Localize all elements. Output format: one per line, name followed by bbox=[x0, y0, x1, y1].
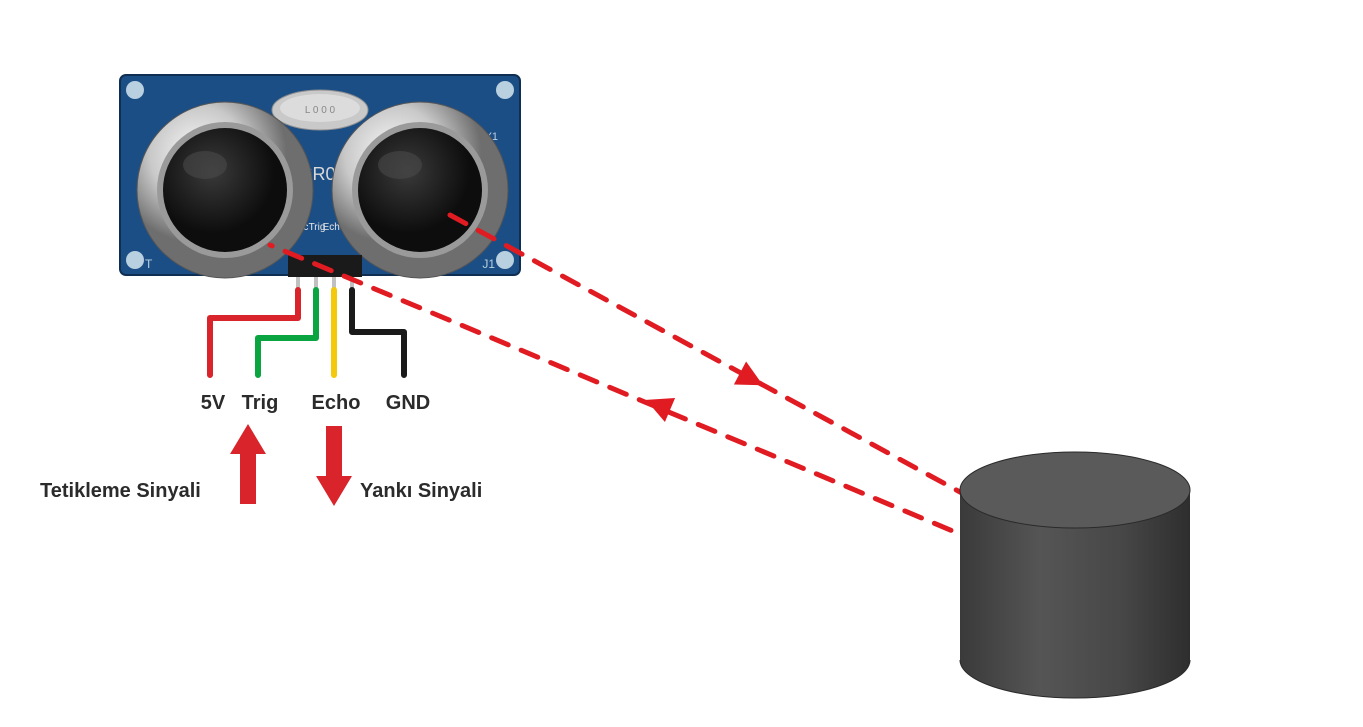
sensor-module: L 0 0 0 -SR04 T J1 Y1 Vcc Trig Echo GND bbox=[120, 75, 520, 291]
diagram-svg: L 0 0 0 -SR04 T J1 Y1 Vcc Trig Echo GND bbox=[0, 0, 1363, 727]
pcb-hole bbox=[126, 251, 144, 269]
wire-trig bbox=[258, 290, 316, 375]
pin-label-echo: Echo bbox=[306, 392, 366, 415]
echo-arrow-icon bbox=[316, 426, 352, 506]
pcb-hole bbox=[126, 81, 144, 99]
signal-arrows bbox=[230, 424, 352, 506]
transducer-right bbox=[332, 102, 508, 278]
wires bbox=[210, 290, 404, 375]
beam-arrow-emit-icon bbox=[734, 362, 769, 397]
pin-label-trig: Trig bbox=[230, 392, 290, 415]
echo-signal-label: Yankı Sinyali bbox=[360, 480, 482, 503]
trigger-signal-label: Tetikleme Sinyali bbox=[40, 480, 201, 503]
pcb-mark-T: T bbox=[145, 257, 153, 271]
target-object bbox=[960, 452, 1190, 698]
trigger-arrow-icon bbox=[230, 424, 266, 504]
beam-emit bbox=[450, 215, 1030, 530]
beam-direction-arrows bbox=[641, 362, 769, 422]
pcb-hole bbox=[496, 81, 514, 99]
pin-header bbox=[288, 255, 362, 291]
wire-5v bbox=[210, 290, 298, 375]
crystal-oscillator: L 0 0 0 bbox=[272, 90, 368, 130]
diagram-stage: L 0 0 0 -SR04 T J1 Y1 Vcc Trig Echo GND bbox=[0, 0, 1363, 727]
wire-gnd bbox=[352, 290, 404, 375]
pcb-mark-J1: J1 bbox=[482, 257, 495, 271]
svg-text:L 0 0 0: L 0 0 0 bbox=[305, 105, 336, 116]
pin-label-gnd: GND bbox=[378, 392, 438, 415]
pcb-hole bbox=[496, 251, 514, 269]
